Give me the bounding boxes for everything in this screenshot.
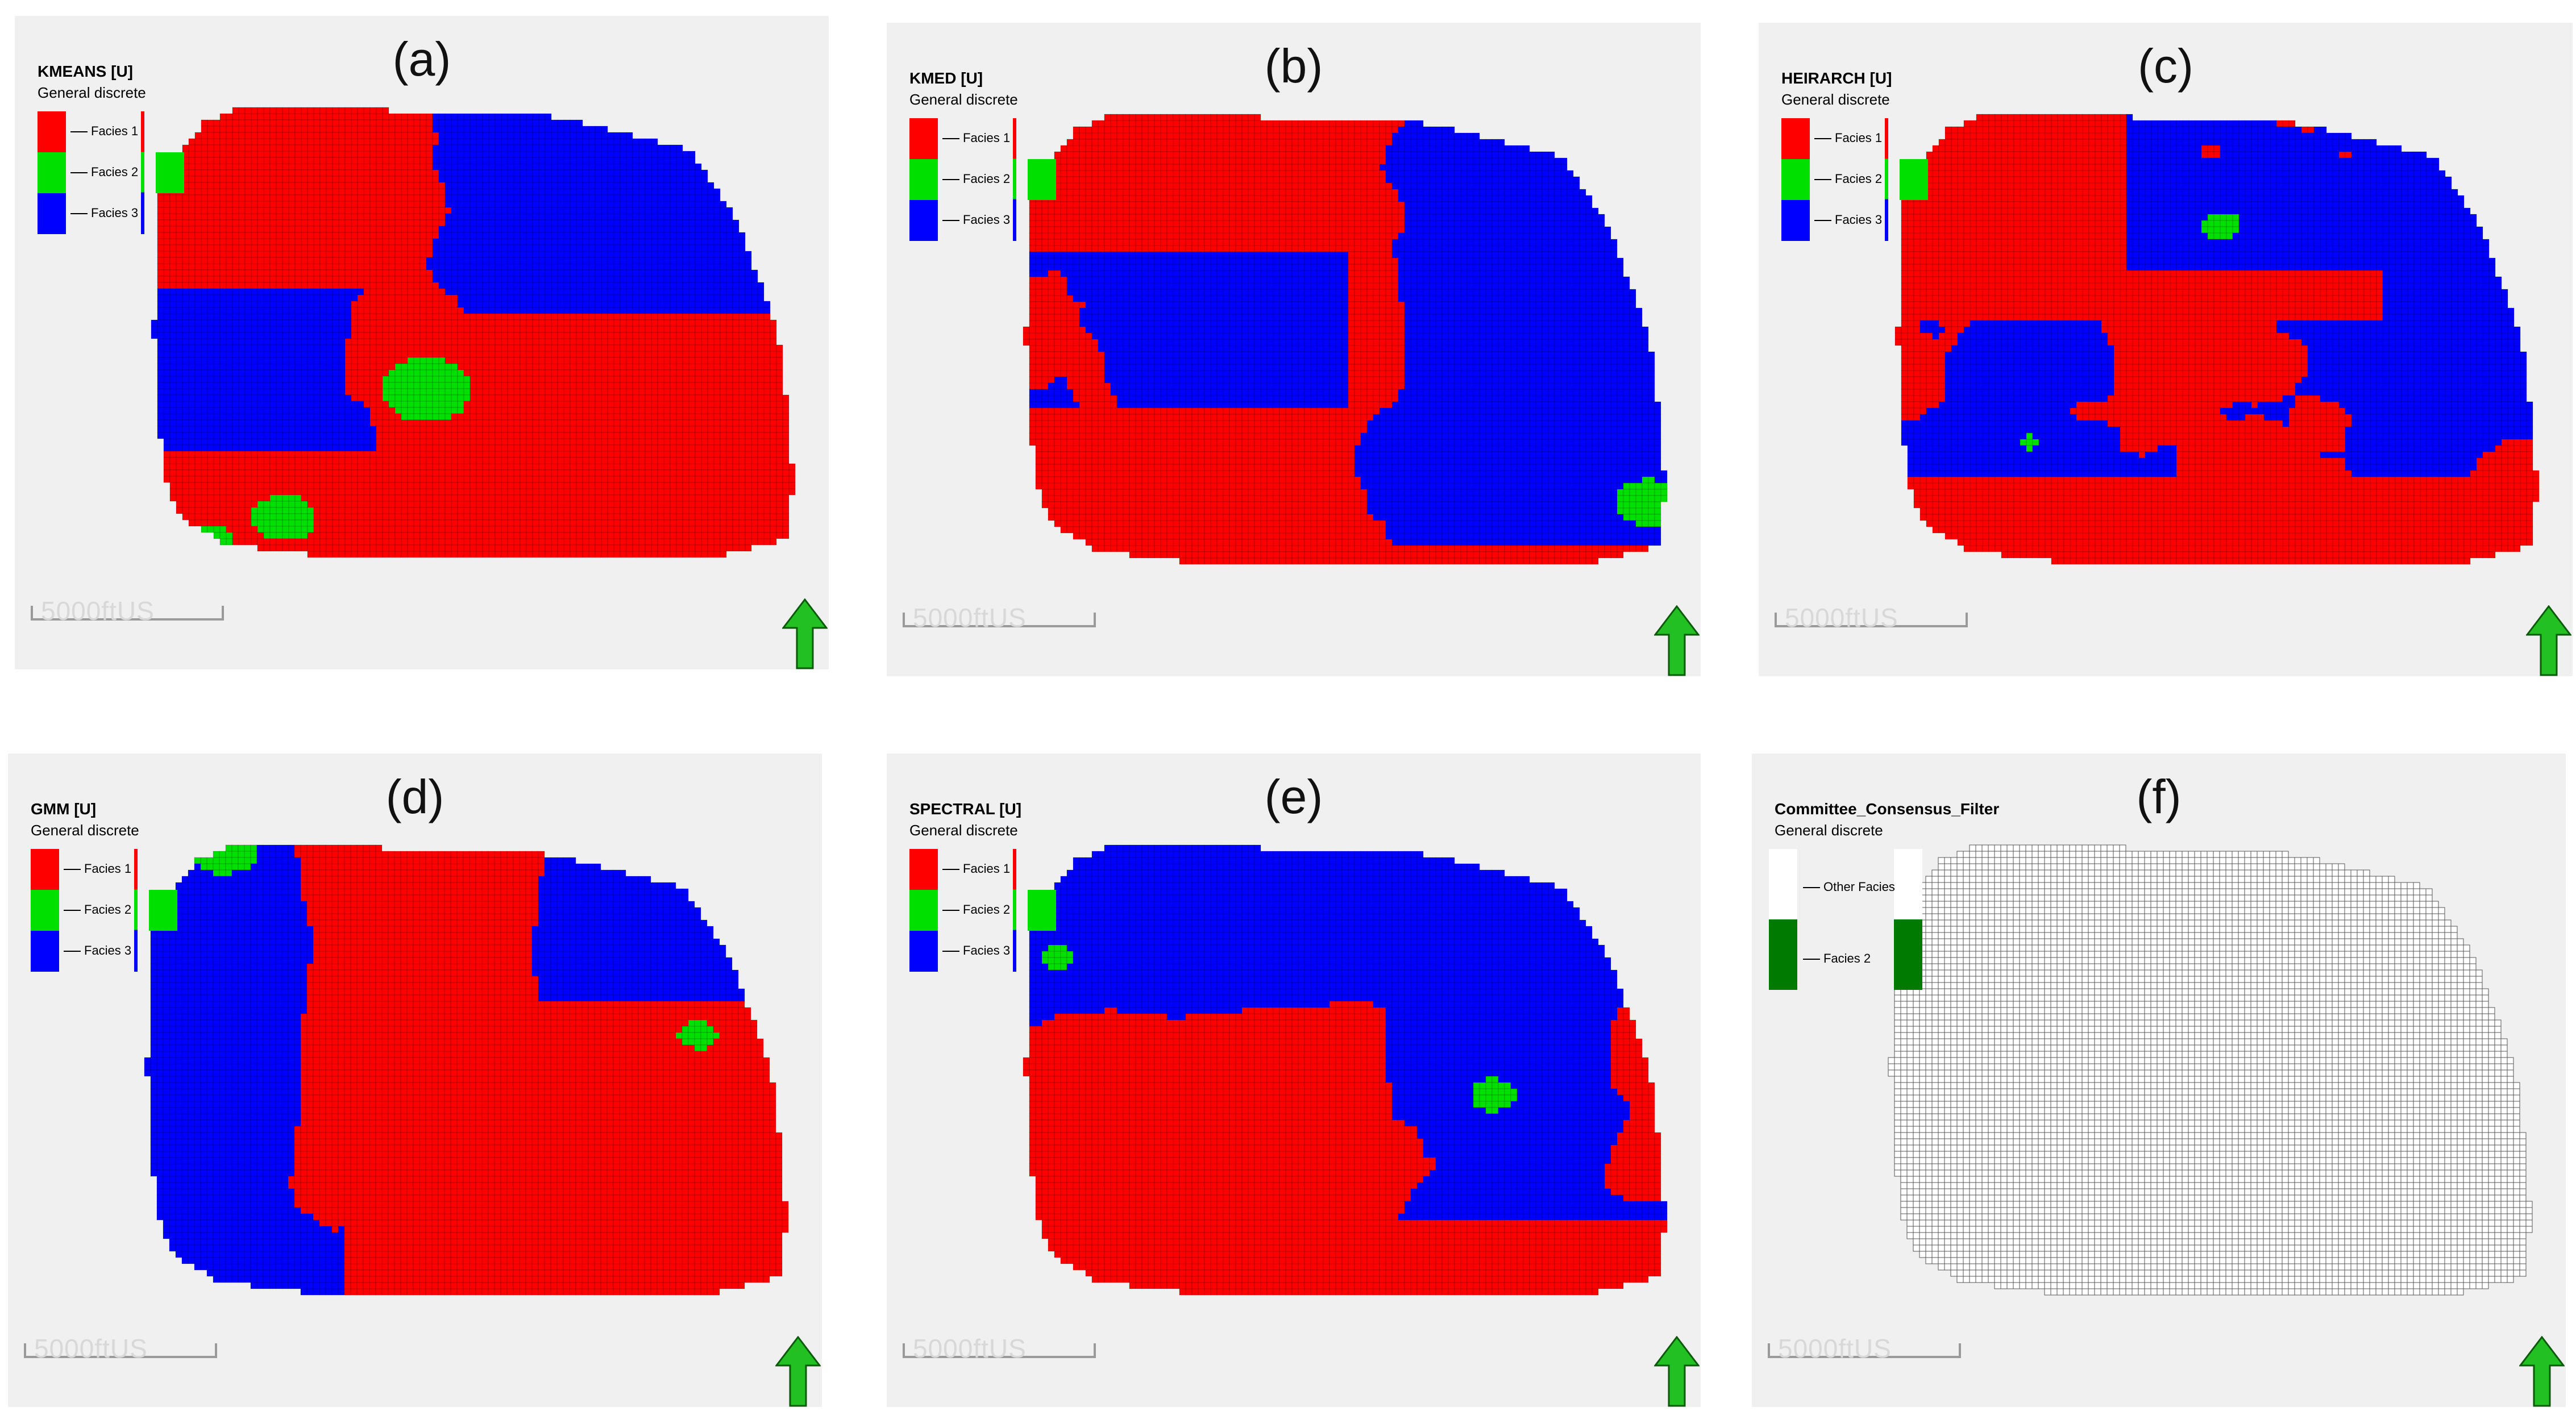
- legend-selected-swatch: [156, 152, 184, 193]
- scale-bar: [31, 618, 224, 621]
- legend-label: Facies 3: [963, 213, 1010, 227]
- legend-label: Facies 1: [1835, 131, 1882, 145]
- map-panel-a: (a) KMEANS [U] General discrete Facies 1…: [15, 16, 829, 669]
- legend-label: Facies 3: [1835, 213, 1882, 227]
- facies-map-e: [1023, 844, 1668, 1296]
- north-arrow-icon: [1654, 1336, 1700, 1407]
- legend-swatch-facies-3: [909, 200, 938, 241]
- facies-map-a: [151, 107, 796, 558]
- scale-bar-label: 5000ftUS: [41, 596, 155, 626]
- north-arrow-icon: [775, 1336, 821, 1407]
- panel-label: (c): [1759, 39, 2573, 94]
- legend-label: Facies 3: [91, 206, 138, 220]
- map-panel-d: (d) GMM [U] General discrete Facies 1 Fa…: [8, 753, 822, 1407]
- facies-map-c: [1894, 114, 2540, 565]
- legend-selected-swatch: [1900, 159, 1928, 200]
- property-subtitle: General discrete: [1775, 822, 1883, 839]
- legend-swatch-facies-3: [1781, 200, 1810, 241]
- legend-label: Facies 1: [91, 124, 138, 138]
- property-subtitle: General discrete: [909, 91, 1018, 109]
- legend-color-bar: [1013, 849, 1016, 972]
- property-subtitle: General discrete: [909, 822, 1018, 839]
- facies-map-b: [1023, 114, 1668, 565]
- north-arrow-icon: [782, 598, 828, 669]
- legend-selected-swatch: [1028, 890, 1056, 931]
- legend-label: Facies 1: [963, 131, 1010, 145]
- property-title: HEIRARCH [U]: [1781, 69, 1892, 88]
- scale-bar: [903, 1356, 1096, 1358]
- scale-bar: [903, 625, 1096, 627]
- north-arrow-icon: [2526, 605, 2571, 676]
- legend-swatch-facies-2: [909, 890, 938, 931]
- property-title: KMEANS [U]: [38, 63, 133, 81]
- legend-label: Facies 3: [84, 943, 131, 957]
- property-subtitle: General discrete: [1781, 91, 1890, 109]
- legend-label: Facies 2: [84, 902, 131, 917]
- scale-bar-label: 5000ftUS: [1778, 1333, 1892, 1364]
- property-subtitle: General discrete: [31, 822, 139, 839]
- legend-selected-swatch: [149, 890, 177, 931]
- legend-swatch-facies-2: [38, 152, 66, 193]
- property-title: Committee_Consensus_Filter: [1775, 800, 1999, 818]
- legend-label: Facies 3: [963, 943, 1010, 957]
- facies-map-f: [1888, 844, 2533, 1296]
- facies-map-d: [144, 844, 789, 1296]
- legend-swatch-facies-3: [909, 931, 938, 972]
- legend-swatch-facies-1: [38, 111, 66, 152]
- legend-selected-swatch: [1894, 849, 1922, 990]
- legend-color-bar: [1769, 849, 1797, 990]
- legend-color-bar: [134, 849, 138, 972]
- map-panel-b: (b) KMED [U] General discrete Facies 1 F…: [887, 23, 1701, 676]
- legend-swatch-facies-1: [31, 849, 59, 890]
- legend-label: Facies 1: [84, 861, 131, 876]
- map-panel-e: (e) SPECTRAL [U] General discrete Facies…: [887, 753, 1701, 1407]
- property-title: SPECTRAL [U]: [909, 800, 1021, 818]
- legend-swatch-facies-2: [31, 890, 59, 931]
- scale-bar: [1775, 625, 1968, 627]
- legend-color-bar: [1885, 118, 1888, 241]
- panel-label: (b): [887, 39, 1701, 94]
- map-panel-f: (f) Committee_Consensus_Filter General d…: [1752, 753, 2566, 1407]
- scale-bar-label: 5000ftUS: [1785, 602, 1898, 633]
- scale-bar-label: 5000ftUS: [913, 1333, 1027, 1364]
- legend-swatch-facies-3: [38, 193, 66, 234]
- legend-swatch-facies-1: [909, 118, 938, 159]
- legend-label: Facies 1: [963, 861, 1010, 876]
- property-title: GMM [U]: [31, 800, 96, 818]
- scale-bar: [24, 1356, 217, 1358]
- legend-label: Other Facies: [1823, 880, 1895, 894]
- scale-bar-label: 5000ftUS: [34, 1333, 148, 1364]
- north-arrow-icon: [1654, 605, 1700, 676]
- legend-swatch-facies-1: [909, 849, 938, 890]
- property-title: KMED [U]: [909, 69, 983, 88]
- scale-bar-label: 5000ftUS: [913, 602, 1027, 633]
- panel-label: (a): [15, 32, 829, 87]
- panel-label: (d): [8, 769, 822, 825]
- legend-swatch-facies-2: [909, 159, 938, 200]
- legend-label: Facies 2: [91, 165, 138, 179]
- north-arrow-icon: [2519, 1336, 2565, 1407]
- legend-swatch-facies-2: [1781, 159, 1810, 200]
- property-subtitle: General discrete: [38, 84, 146, 102]
- legend-label: Facies 2: [963, 902, 1010, 917]
- legend-selected-swatch: [1028, 159, 1056, 200]
- legend-color-bar: [141, 111, 144, 234]
- scale-bar: [1768, 1356, 1961, 1358]
- legend-label: Facies 2: [1835, 172, 1882, 186]
- legend-swatch-facies-1: [1781, 118, 1810, 159]
- legend-label: Facies 2: [1823, 951, 1871, 965]
- panel-label: (f): [1752, 769, 2566, 825]
- map-panel-c: (c) HEIRARCH [U] General discrete Facies…: [1759, 23, 2573, 676]
- legend-color-bar: [1013, 118, 1016, 241]
- legend-swatch-facies-3: [31, 931, 59, 972]
- panel-label: (e): [887, 769, 1701, 825]
- legend-label: Facies 2: [963, 172, 1010, 186]
